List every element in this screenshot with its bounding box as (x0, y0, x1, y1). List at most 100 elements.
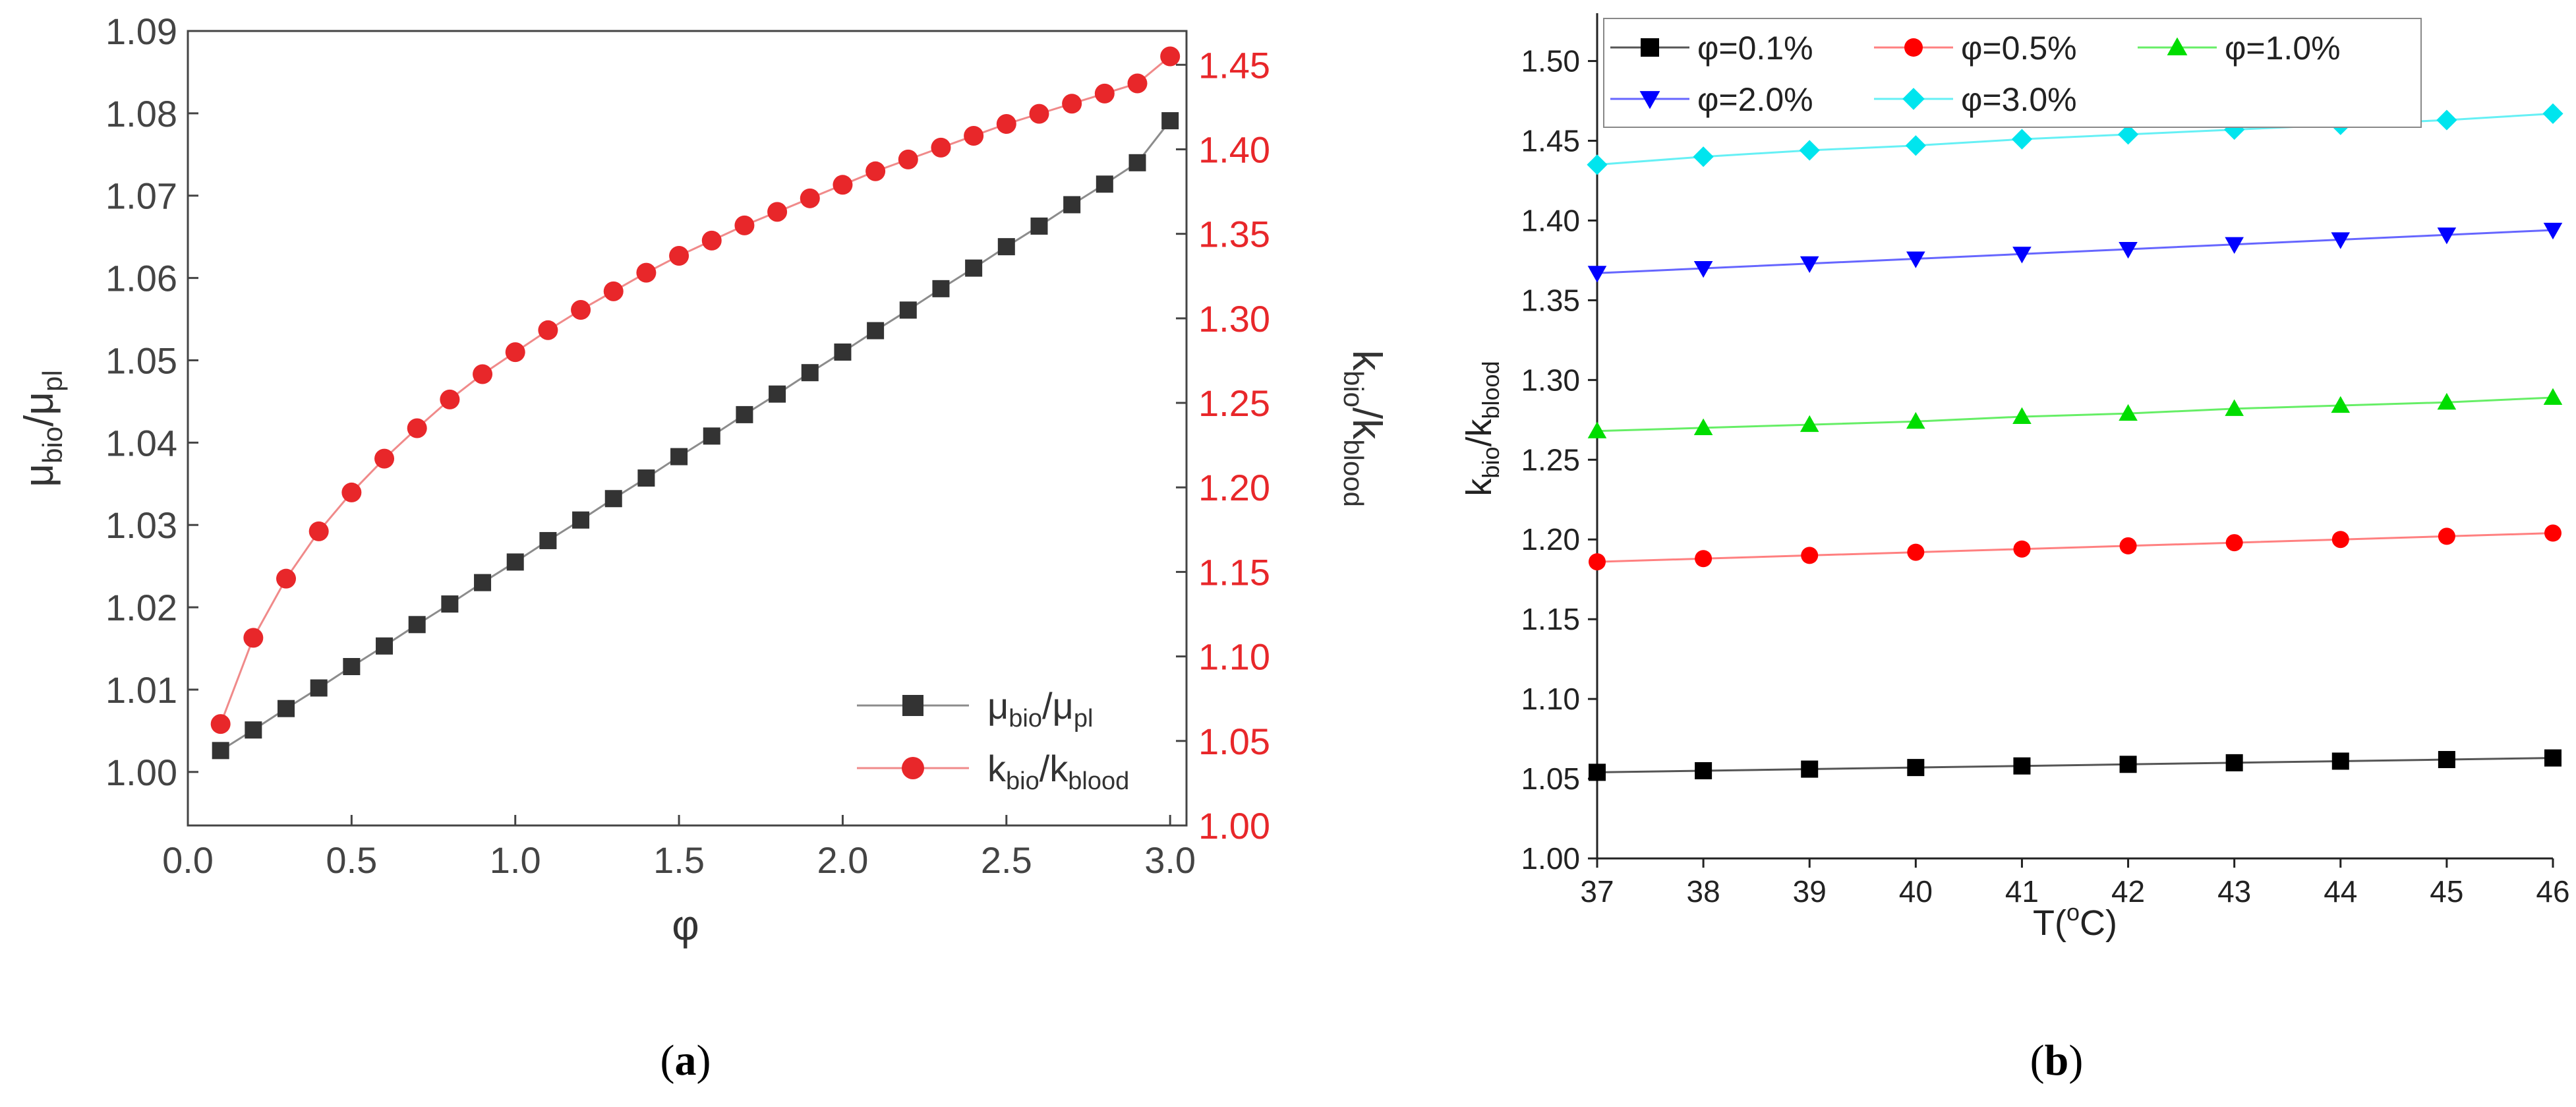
panel-b-x-tick-label: 39 (1793, 874, 1827, 909)
panel-a-left-tick-label: 1.08 (105, 93, 177, 135)
panel-a-point-s1-15 (701, 230, 722, 251)
panel-b-point-s1-9 (2544, 524, 2561, 542)
panel-b-x-tick-label: 37 (1580, 874, 1614, 909)
panel-b-x-tick-label: 46 (2536, 874, 2569, 909)
panel-b-y-tick-label: 1.10 (1521, 682, 1580, 716)
panel-b-y-tick-label: 1.30 (1521, 363, 1580, 397)
panel-a-point-s1-13 (636, 262, 657, 283)
panel-b-point-s3-5 (2119, 241, 2138, 259)
panel-b-point-s1-5 (2119, 537, 2137, 554)
panel-a-series-line-0 (220, 120, 1171, 752)
panel-b-point-s1-8 (2438, 527, 2455, 545)
panel-b-point-s4-3 (1905, 135, 1926, 156)
panel-a-point-s0-20 (867, 322, 885, 340)
panel-a-point-s0-11 (572, 511, 590, 529)
panel-a-right-tick-label: 1.25 (1198, 382, 1270, 424)
panel-b-x-label: T(oC) (2033, 899, 2117, 943)
panel-a-point-s1-11 (571, 300, 591, 320)
panel-b-point-s1-7 (2331, 531, 2349, 549)
panel-b-legend-marker-1 (1904, 38, 1923, 57)
panel-b-legend-marker-0 (1641, 38, 1659, 57)
panel-a-left-tick-label: 1.09 (105, 11, 177, 52)
panel-a-point-s0-13 (637, 469, 655, 487)
panel-b-x-tick-label: 38 (1687, 874, 1720, 909)
panel-b-series-line-2 (1596, 396, 2554, 433)
panel-a-point-s0-18 (801, 364, 819, 382)
panel-b-point-s2-2 (1800, 415, 1819, 433)
panel-b-point-s3-1 (1693, 260, 1713, 278)
panel-b-point-s3-3 (1906, 251, 1925, 268)
panel-b-legend-marker-2 (2167, 37, 2188, 55)
panel-a-point-s1-6 (407, 418, 427, 438)
panel-a-point-s1-12 (603, 281, 624, 301)
panel-b-legend-frame (1603, 18, 2422, 128)
panel-b-y-tick-label: 1.00 (1521, 841, 1580, 876)
panel-a-point-s1-23 (964, 125, 984, 146)
panel-a-point-s0-1 (245, 721, 262, 739)
panel-b-point-s0-3 (1907, 759, 1925, 777)
panel-b-point-s3-2 (1800, 256, 1819, 274)
panel-b-point-s2-6 (2225, 399, 2244, 416)
panel-a-point-s0-7 (441, 595, 459, 613)
caption-b: (b) (2030, 1036, 2084, 1085)
panel-b-series-line-1 (1596, 532, 2554, 563)
panel-b-legend-label-4: φ=3.0% (1961, 81, 2077, 118)
panel-a-x-axis: 0.0 0.5 1.0 1.5 2.0 2.5 3.0 (162, 815, 1196, 881)
panel-b-point-s3-4 (2012, 247, 2032, 264)
panel-b-chart: 1.00 1.05 1.10 1.15 1.20 1.25 1.30 1.35 1.40 1.45… (1459, 13, 2570, 1085)
panel-b-legend-items: φ=0.1% φ=0.5% φ=1.0% φ=2.0% φ=3.0% (1610, 30, 2341, 118)
panel-a-legend: μbio/μpl kbio/kblood (857, 685, 1129, 795)
panel-a-point-s0-6 (408, 616, 426, 634)
panel-a-point-s1-24 (996, 114, 1016, 135)
panel-a-x-label: φ (672, 901, 699, 949)
panel-b-x-tick-label: 41 (2005, 874, 2039, 909)
panel-b-point-s3-8 (2437, 227, 2457, 245)
panel-a-point-s1-26 (1062, 94, 1082, 114)
panel-a-left-tick-label: 1.00 (105, 752, 177, 793)
panel-b-legend-label-3: φ=2.0% (1697, 81, 1813, 118)
panel-a-y-right-label: kbio/kblood (1338, 350, 1390, 507)
panel-b-y-axis: 1.00 1.05 1.10 1.15 1.20 1.25 1.30 1.35 1.40 1.45… (1521, 44, 1597, 876)
panel-b-point-s0-9 (2544, 749, 2561, 767)
panel-a-point-s1-1 (243, 628, 264, 648)
panel-a-x-tick-label: 2.0 (817, 839, 869, 881)
panel-a-point-s1-5 (374, 448, 395, 469)
legend-a-marker-0 (902, 695, 923, 716)
panel-a-point-s0-17 (769, 385, 786, 403)
panel-b-x-tick-label: 40 (1899, 874, 1933, 909)
panel-a-left-tick-label: 1.02 (105, 587, 177, 628)
panel-a-point-s1-4 (341, 482, 362, 502)
panel-a-right-tick-label: 1.00 (1198, 805, 1270, 847)
panel-a-point-s0-14 (670, 448, 688, 465)
panel-a-right-tick-label: 1.15 (1198, 551, 1270, 593)
panel-b-series-markers (1587, 103, 2563, 781)
panel-a-left-tick-label: 1.01 (105, 669, 177, 711)
panel-a-left-tick-label: 1.06 (105, 258, 177, 299)
panel-a-point-s1-3 (308, 521, 329, 541)
panel-a-point-s0-16 (736, 405, 753, 423)
panel-b-point-s1-1 (1695, 550, 1712, 568)
panel-a-point-s0-29 (1161, 112, 1179, 130)
panel-a-x-tick-label: 2.5 (981, 839, 1032, 881)
panel-b-point-s4-8 (2436, 109, 2457, 131)
panel-a-right-tick-label: 1.45 (1198, 44, 1270, 86)
panel-a-point-s0-19 (834, 343, 852, 361)
panel-a-right-tick-label: 1.30 (1198, 298, 1270, 340)
panel-a-point-s1-29 (1160, 46, 1181, 67)
panel-b-y-tick-label: 1.15 (1521, 602, 1580, 636)
panel-a-x-tick-label: 1.5 (653, 839, 705, 881)
panel-b-series-lines (1596, 112, 2554, 773)
panel-a-right-tick-label: 1.05 (1198, 721, 1270, 762)
panel-a-point-s0-9 (506, 553, 524, 571)
panel-a-point-s1-9 (505, 342, 525, 363)
panel-b-y-tick-label: 1.40 (1521, 203, 1580, 237)
panel-a-left-axis: 1.00 1.01 1.02 1.03 1.04 1.05 1.06 1.07 1.08 1.09 (105, 11, 198, 793)
panel-b-x-tick-label: 43 (2217, 874, 2251, 909)
panel-a-point-s1-17 (767, 202, 788, 222)
legend-a-label-0: μbio/μpl (987, 685, 1093, 733)
panel-a-point-s1-20 (865, 161, 886, 181)
panel-b-point-s4-5 (2117, 124, 2139, 145)
panel-a-point-s0-4 (343, 658, 361, 675)
panel-a-point-s0-5 (376, 637, 394, 655)
